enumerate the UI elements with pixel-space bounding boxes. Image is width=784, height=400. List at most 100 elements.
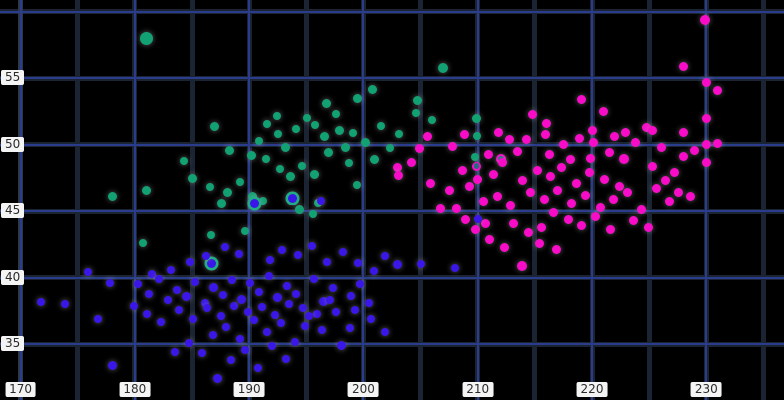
data-point-green [262,155,271,164]
data-point-blue [292,289,300,298]
data-point-blue [236,334,244,343]
data-point-green [361,137,371,147]
data-point-magenta [539,194,549,204]
data-point-blue [212,374,222,384]
data-point-blue [450,264,459,273]
data-point-blue [143,309,152,318]
data-point-magenta [489,169,499,179]
gridline-horizontal-core [0,210,784,213]
data-point-magenta [600,174,610,184]
data-point-magenta [534,238,544,248]
data-point-blue [236,294,246,304]
data-point-green [412,108,420,117]
data-point-blue [278,245,287,254]
data-point-magenta [577,95,587,105]
data-point-magenta [598,107,608,117]
data-point-magenta [553,185,563,195]
data-point-blue [277,318,286,327]
data-point-magenta [459,129,469,139]
gridline-vertical [360,0,366,400]
data-point-magenta [580,190,590,200]
gridline-vertical-core [133,0,136,400]
data-point-magenta [444,185,454,195]
data-point-magenta [532,165,542,175]
data-point-green [368,84,378,94]
data-point-magenta [393,162,403,172]
data-point-magenta [678,152,688,162]
data-point-blue [134,280,143,289]
data-point-blue [144,289,153,298]
data-point-blue [61,300,70,309]
data-point-blue [285,300,294,309]
data-point-magenta [484,234,494,244]
data-point-blue [181,291,191,301]
data-point-green [180,156,188,165]
data-point-blue [318,325,327,334]
data-point-blue [200,298,209,307]
data-point-blue [234,249,243,258]
data-point-blue [246,279,255,288]
data-point-magenta [499,242,509,252]
gridline-horizontal [0,75,784,81]
data-point-magenta [548,208,558,218]
gridline-vertical [760,0,766,400]
x-tick-label: 220 [576,382,608,397]
data-point-blue [317,196,326,205]
data-point-magenta [552,245,562,255]
data-point-magenta [435,204,445,214]
data-point-blue [367,314,376,323]
data-point-blue [381,328,390,337]
data-point-blue [167,265,176,274]
data-point-green [276,164,284,173]
data-point-magenta [483,149,493,159]
data-point-blue [208,330,217,339]
data-point-blue [264,272,273,281]
gridline-vertical [646,0,652,400]
data-point-magenta [394,170,404,180]
data-point-blue [353,259,362,268]
data-point-blue [201,252,210,261]
data-point-magenta [470,225,480,235]
data-point-green [273,130,282,139]
data-point-magenta [701,157,711,167]
data-point-blue [154,275,163,284]
gridline-vertical [418,0,424,400]
data-point-magenta [587,125,597,135]
data-point-blue [184,338,193,347]
data-point-magenta [685,192,695,202]
data-point-green [240,227,249,236]
data-point-magenta [571,178,581,188]
data-point-magenta [465,181,475,191]
data-point-green [207,231,216,240]
data-point-green [285,172,295,182]
data-point-blue [240,345,249,354]
data-point-blue [105,279,114,288]
data-point-blue [356,280,364,289]
data-point-blue [268,341,276,350]
data-point-magenta [609,194,619,204]
data-point-green [309,209,318,218]
data-point-magenta [636,205,646,215]
x-tick-label: 180 [119,382,151,397]
data-point-magenta [620,128,630,138]
data-point-blue [216,312,225,321]
data-point-green [141,185,151,195]
data-point-blue [226,356,235,365]
data-point-green [320,132,330,142]
data-point-blue [345,324,354,333]
gridline-vertical-core [705,0,708,400]
data-point-magenta [505,135,515,145]
data-point-blue [288,193,298,203]
data-point-blue [164,296,172,305]
y-tick-label: 50 [1,136,25,152]
data-point-green [352,180,361,189]
data-point-blue [37,297,46,306]
data-point-magenta [458,165,468,175]
data-point-blue [273,293,283,303]
data-point-blue [249,316,258,325]
data-point-blue [206,258,216,268]
data-point-blue [337,341,347,350]
data-point-green [297,162,306,171]
data-point-blue [322,257,331,266]
data-point-blue [265,256,274,265]
